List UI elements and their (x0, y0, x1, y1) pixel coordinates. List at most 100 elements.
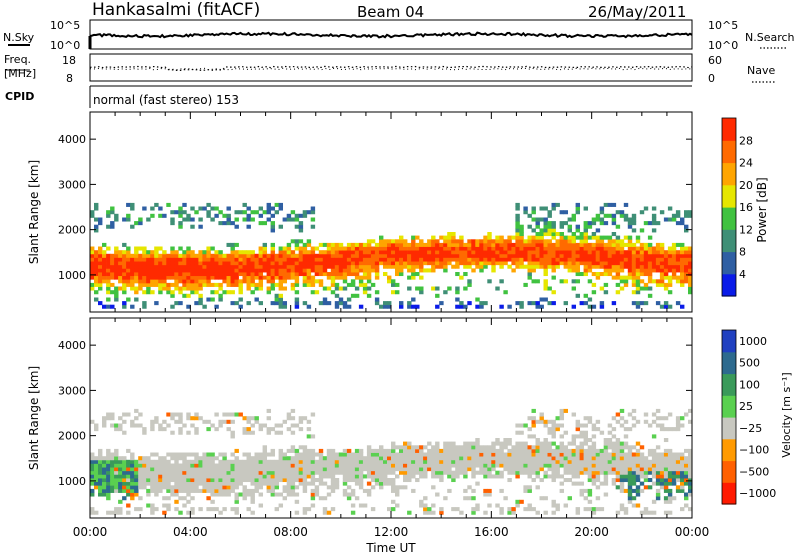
power-cell (106, 246, 111, 251)
velocity-cell (246, 452, 251, 457)
power-cell (567, 264, 573, 269)
power-cell (342, 272, 348, 277)
velocity-cell (551, 459, 556, 464)
power-cell (507, 250, 512, 255)
velocity-cell (114, 474, 119, 479)
power-cell (688, 257, 693, 262)
velocity-cell (302, 470, 308, 475)
velocity-cell (627, 467, 633, 472)
power-cell (198, 293, 203, 298)
power-cell (358, 242, 364, 247)
power-cell (194, 282, 199, 287)
power-cell (246, 301, 251, 306)
velocity-cell (507, 438, 512, 443)
power-cell (675, 221, 681, 226)
power-cell (294, 239, 300, 244)
velocity-cell (423, 463, 428, 468)
velocity-cell (350, 456, 356, 461)
power-cell (194, 268, 199, 273)
velocity-cell (611, 416, 617, 421)
power-cell (194, 261, 199, 266)
velocity-cell (358, 459, 364, 464)
power-cell (519, 246, 524, 251)
power-cell (234, 279, 239, 284)
velocity-cell (286, 478, 292, 483)
velocity-cell (290, 456, 296, 461)
velocity-cell (174, 488, 179, 493)
velocity-cell (675, 463, 681, 468)
velocity-cell (547, 459, 552, 464)
power-cell (142, 282, 147, 287)
velocity-cell (603, 445, 609, 450)
velocity-cell (411, 470, 416, 475)
velocity-cell (214, 412, 219, 417)
power-cell (575, 261, 581, 266)
velocity-cell (118, 416, 123, 421)
power-cell (342, 250, 348, 255)
power-cell (270, 268, 276, 273)
velocity-cell (671, 459, 677, 464)
velocity-cell (206, 419, 211, 424)
velocity-cell (102, 492, 107, 497)
power-cell (543, 282, 548, 287)
velocity-cell (302, 448, 308, 453)
velocity-cell (688, 481, 693, 486)
power-cell (358, 257, 364, 262)
power-cell (294, 272, 300, 277)
power-cell (370, 250, 376, 255)
power-cell (374, 297, 380, 302)
y-tick-label: 3000 (58, 384, 86, 397)
velocity-cell (202, 463, 207, 468)
colorbar-tick-label: −500 (739, 465, 769, 478)
power-cell (246, 261, 251, 266)
power-cell (543, 239, 548, 244)
velocity-cell (623, 463, 629, 468)
velocity-cell (435, 492, 440, 497)
power-cell (463, 250, 468, 255)
power-cell (170, 290, 175, 295)
velocity-cell (623, 470, 629, 475)
power-cell (543, 242, 548, 247)
velocity-cell (266, 470, 272, 475)
power-cell (374, 264, 380, 269)
velocity-cell (98, 488, 103, 493)
power-cell (463, 264, 468, 269)
power-cell (531, 261, 536, 266)
velocity-cell (114, 427, 119, 432)
power-cell (274, 272, 280, 277)
power-cell (318, 242, 324, 247)
velocity-cell (511, 448, 516, 453)
power-cell (198, 206, 203, 211)
power-cell (162, 250, 167, 255)
velocity-cell (515, 467, 520, 472)
power-cell (688, 272, 693, 277)
power-cell (403, 242, 408, 247)
power-cell (154, 272, 159, 277)
power-cell (182, 286, 187, 291)
velocity-cell (471, 463, 476, 468)
power-cell (459, 301, 464, 306)
velocity-cell (551, 503, 556, 508)
power-cell (122, 304, 127, 309)
velocity-cell (102, 467, 107, 472)
power-cell (374, 261, 380, 266)
velocity-cell (106, 478, 111, 483)
power-cell (98, 301, 103, 306)
velocity-cell (134, 463, 139, 468)
velocity-cell (366, 488, 372, 493)
velocity-cell (559, 441, 565, 446)
power-cell (680, 250, 685, 255)
velocity-cell (439, 448, 444, 453)
velocity-cell (154, 452, 159, 457)
velocity-cell (318, 467, 324, 472)
velocity-cell (487, 492, 492, 497)
velocity-cell (443, 456, 448, 461)
power-cell (282, 275, 288, 280)
velocity-cell (379, 478, 384, 483)
frequency-panel: 18 8 60 0 Freq. [MHz] Nave (4, 53, 775, 85)
power-cell (675, 268, 681, 273)
power-cell (623, 217, 629, 222)
power-cell (178, 253, 183, 258)
power-cell (559, 235, 565, 240)
power-cell (358, 282, 364, 287)
